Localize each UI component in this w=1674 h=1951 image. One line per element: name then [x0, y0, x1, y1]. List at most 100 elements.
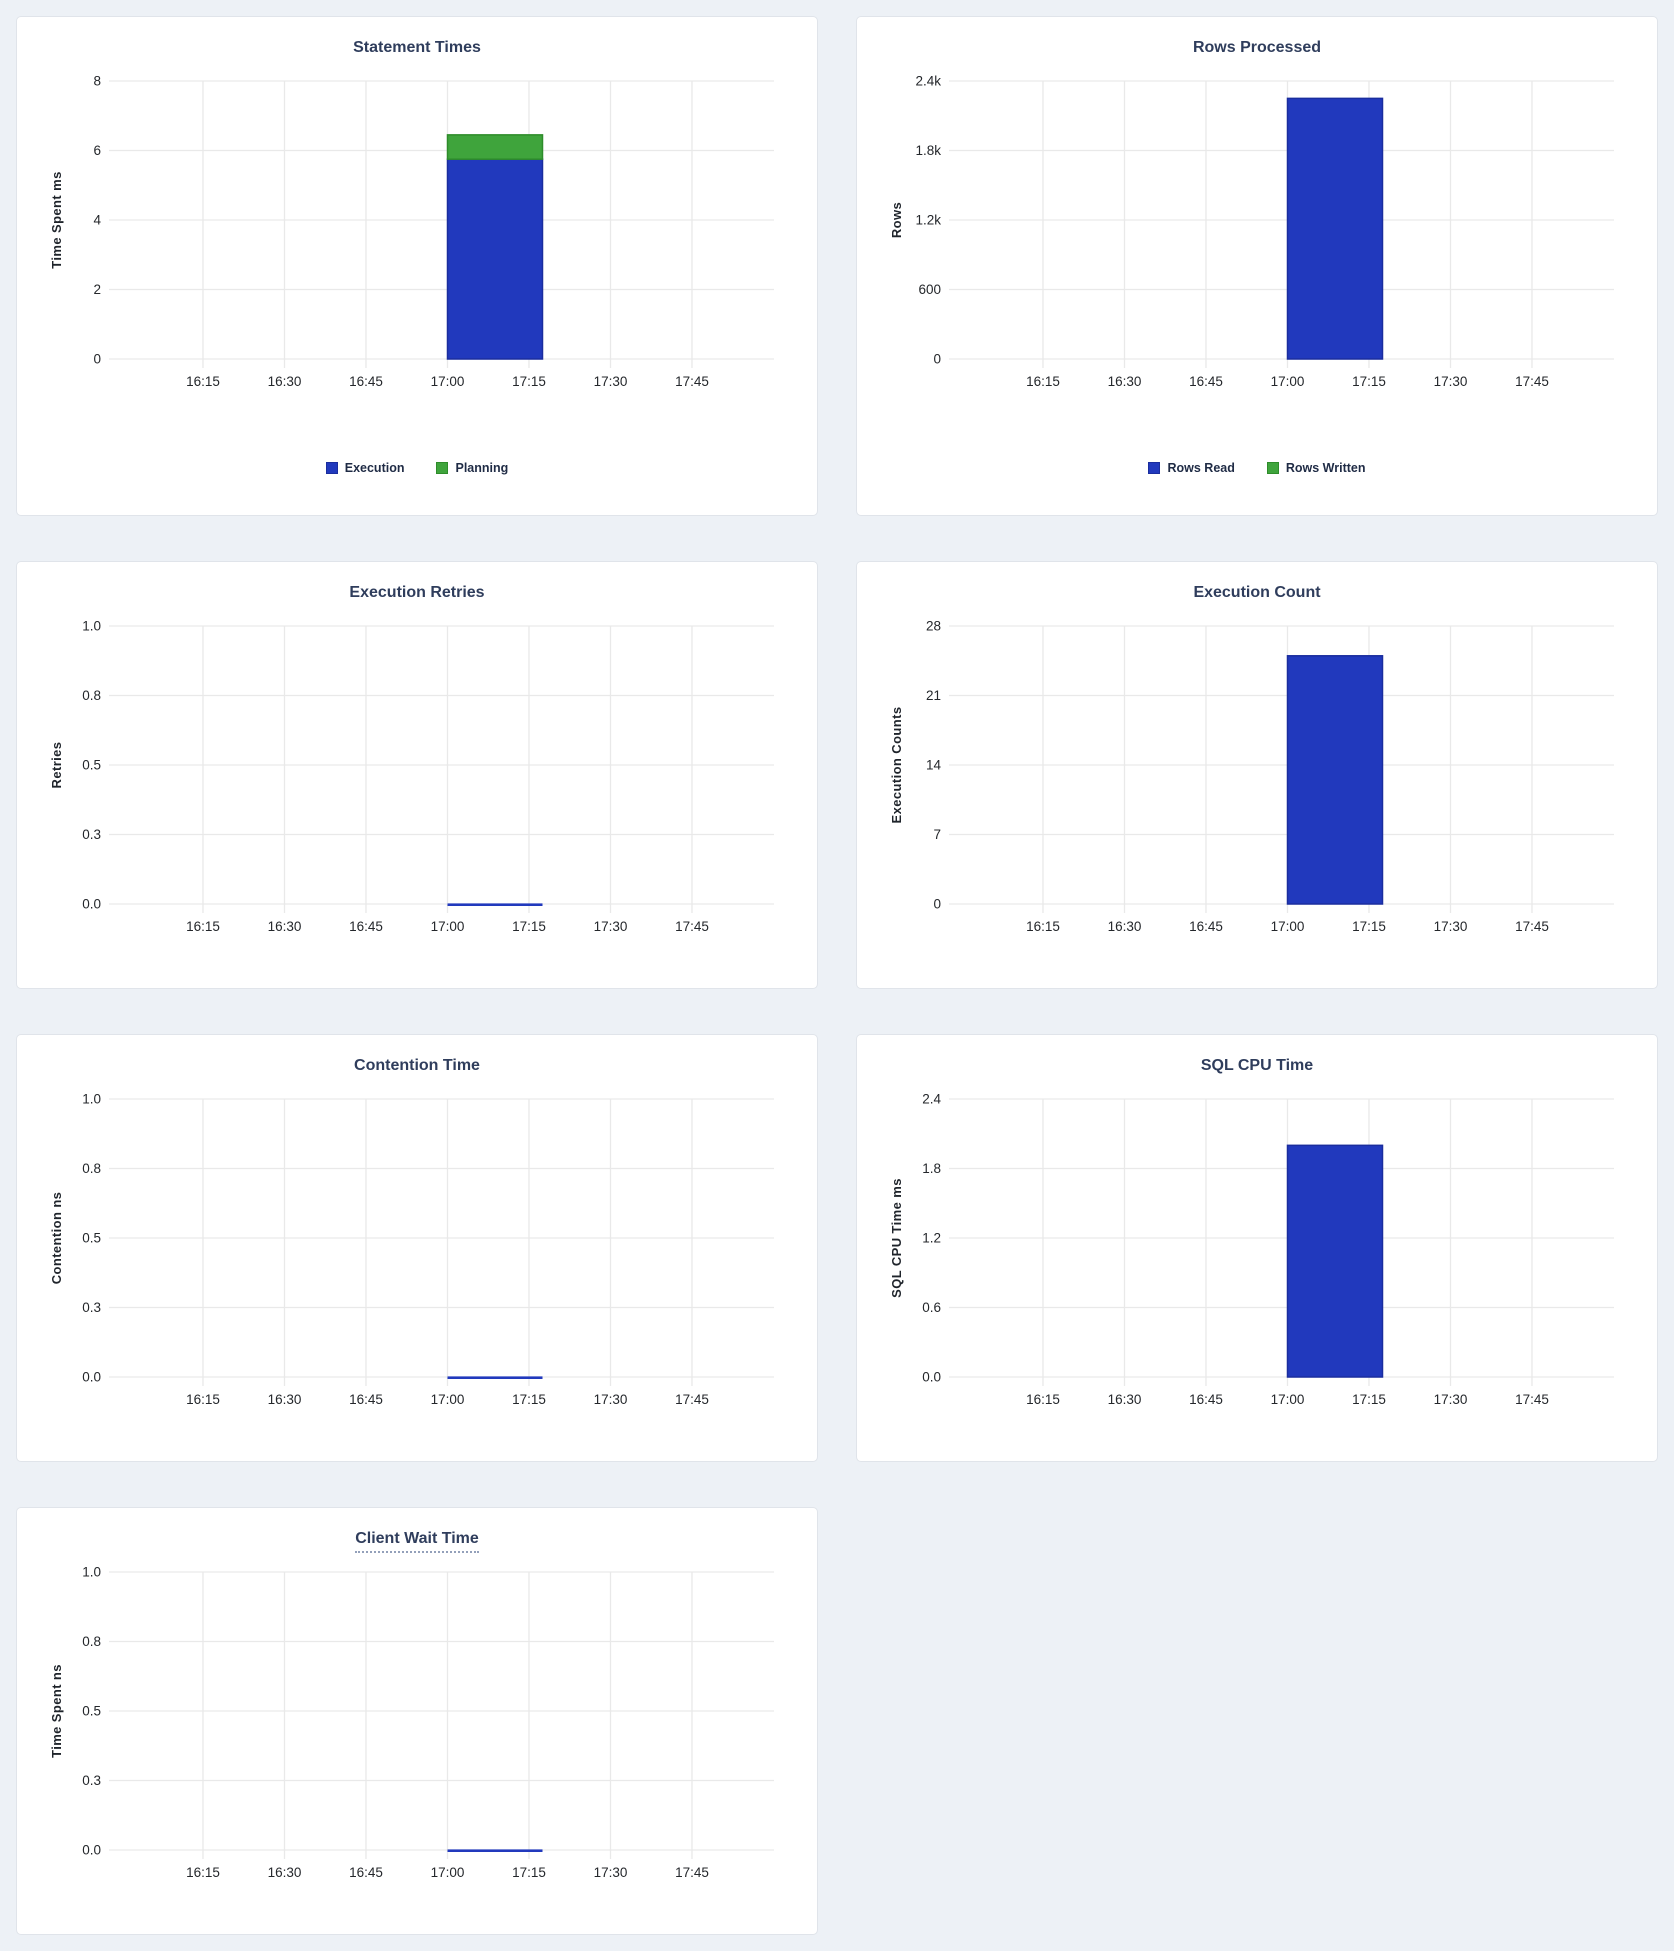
x-tick-label: 17:00: [431, 1392, 465, 1407]
x-tick-label: 16:30: [1108, 1392, 1142, 1407]
y-tick-label: 0.8: [82, 1634, 101, 1649]
x-tick-label: 16:30: [268, 1865, 302, 1880]
chart-canvas: 0.0 0.3 0.5 0.8 1.0 16:15 16:30 16:45 17:00 17:15…: [17, 1081, 817, 1421]
zero-value-line: [447, 903, 543, 906]
chart-title: Execution Count: [857, 584, 1657, 602]
chart-plot-client-wait-time: 0.0 0.3 0.5 0.8 1.0 16:15 16:30 16:45 17:00 17:15…: [49, 1565, 774, 1880]
y-tick-label: 0.3: [82, 1773, 101, 1788]
chart-title-text: Execution Retries: [349, 584, 485, 601]
y-tick-label: 8: [93, 74, 101, 89]
x-tick-label: 16:15: [1026, 1392, 1060, 1407]
y-tick-label: 1.8k: [915, 143, 941, 158]
y-tick-label: 2.4k: [915, 74, 941, 89]
y-tick-label: 600: [918, 282, 941, 297]
chart-title: Contention Time: [17, 1057, 817, 1075]
chart-card-client-wait-time: Client Wait Time 0.0 0.3 0.5 0.8 1.0 16:15 16:…: [16, 1507, 818, 1935]
bar-sql-cpu-time: [1286, 1144, 1384, 1378]
y-tick-label: 1.2: [922, 1231, 941, 1246]
x-tick-label: 17:15: [512, 919, 546, 934]
chart-title: SQL CPU Time: [857, 1057, 1657, 1075]
chart-card-execution-retries: Execution Retries 0.0 0.3 0.5 0.8 1.0 16:15 16…: [16, 561, 818, 989]
legend-swatch-blue: [1148, 462, 1161, 474]
x-tick-label: 17:15: [512, 1392, 546, 1407]
x-tick-label: 16:15: [186, 1392, 220, 1407]
x-tick-label: 17:15: [512, 1865, 546, 1880]
x-tick-label: 16:45: [1189, 919, 1223, 934]
y-tick-label: 0: [933, 897, 941, 912]
x-tick-label: 16:15: [1026, 374, 1060, 389]
x-tick-label: 16:15: [186, 919, 220, 934]
x-tick-label: 16:15: [186, 374, 220, 389]
chart-title-text: SQL CPU Time: [1200, 1057, 1314, 1074]
x-tick-label: 17:00: [1271, 919, 1305, 934]
y-tick-label: 21: [926, 688, 941, 703]
chart-title: Rows Processed: [857, 39, 1657, 57]
legend-item-rows-written: Rows Written: [1266, 461, 1366, 475]
y-tick-label: 7: [933, 827, 941, 842]
y-tick-label: 0: [93, 352, 101, 367]
chart-canvas: 0 600 1.2k 1.8k 2.4k 16:15 16:30 16:45 17:00 17:1…: [857, 63, 1657, 403]
x-tick-label: 17:30: [594, 919, 628, 934]
x-tick-label: 16:45: [349, 919, 383, 934]
y-tick-label: 1.0: [82, 1092, 101, 1107]
y-tick-label: 14: [926, 758, 942, 773]
y-tick-label: 0.6: [922, 1300, 941, 1315]
x-tick-label: 17:30: [594, 1392, 628, 1407]
x-tick-label: 16:15: [1026, 919, 1060, 934]
x-tick-label: 17:15: [512, 374, 546, 389]
x-tick-label: 17:45: [675, 1865, 709, 1880]
legend-label: Planning: [455, 461, 509, 475]
chart-title-text[interactable]: Client Wait Time: [355, 1530, 479, 1553]
chart-plot-execution-retries: 0.0 0.3 0.5 0.8 1.0 16:15 16:30 16:45 17:00 17:15…: [49, 619, 774, 934]
x-tick-label: 17:45: [675, 1392, 709, 1407]
x-tick-label: 17:15: [1352, 374, 1386, 389]
x-tick-label: 17:15: [1352, 1392, 1386, 1407]
y-tick-label: 0.3: [82, 1300, 101, 1315]
y-tick-label: 0.0: [82, 1843, 101, 1858]
y-axis-label: SQL CPU Time ms: [889, 1178, 904, 1298]
legend-label: Execution: [344, 461, 405, 475]
chart-title-text: Rows Processed: [1192, 39, 1322, 56]
bar-execution: [446, 158, 544, 360]
zero-value-line: [447, 1376, 543, 1379]
x-tick-label: 16:45: [349, 1392, 383, 1407]
chart-title-text: Contention Time: [354, 1057, 480, 1074]
x-tick-label: 16:15: [186, 1865, 220, 1880]
legend-item-planning: Planning: [436, 461, 508, 475]
chart-canvas: 0.0 0.3 0.5 0.8 1.0 16:15 16:30 16:45 17:00 17:15…: [17, 1554, 817, 1894]
chart-plot-statement-times: 0 2 4 6 8 16:15 16:30 16:45 17:00 17:15 17:30 17:45…: [49, 74, 774, 389]
y-tick-label: 0.5: [82, 1231, 101, 1246]
bar-planning: [446, 134, 544, 160]
y-tick-label: 0.5: [82, 758, 101, 773]
x-tick-label: 17:45: [675, 374, 709, 389]
legend-item-rows-read: Rows Read: [1148, 461, 1235, 475]
chart-canvas: 0.0 0.6 1.2 1.8 2.4 16:15 16:30 16:45 17:00 17:15…: [857, 1081, 1657, 1421]
y-tick-label: 0.3: [82, 827, 101, 842]
y-axis-label: Time Spent ns: [49, 1664, 64, 1758]
chart-card-rows-processed: Rows Processed 0 600 1.2k 1.8k 2.4k 16:15 16:3…: [856, 16, 1658, 516]
chart-title: Statement Times: [17, 39, 817, 57]
chart-canvas: 0 7 14 21 28 16:15 16:30 16:45 17:00 17:15 17:30 17…: [857, 608, 1657, 948]
chart-card-statement-times: Statement Times 0 2 4 6 8 16:15 16:30 16:45 17:0…: [16, 16, 818, 516]
legend-label: Rows Read: [1167, 461, 1235, 475]
x-tick-label: 16:45: [1189, 374, 1223, 389]
y-tick-label: 1.8: [922, 1161, 941, 1176]
chart-plot-rows-processed: 0 600 1.2k 1.8k 2.4k 16:15 16:30 16:45 17:00 17:1…: [889, 74, 1614, 389]
y-tick-label: 0.5: [82, 1704, 101, 1719]
y-tick-label: 2.4: [922, 1092, 941, 1107]
chart-title-text: Statement Times: [353, 39, 481, 56]
y-tick-label: 28: [926, 619, 941, 634]
chart-plot-contention-time: 0.0 0.3 0.5 0.8 1.0 16:15 16:30 16:45 17:00 17:15…: [49, 1092, 774, 1407]
x-tick-label: 17:00: [1271, 1392, 1305, 1407]
y-tick-label: 6: [93, 143, 101, 158]
y-tick-label: 1.0: [82, 619, 101, 634]
y-axis-label: Retries: [49, 742, 64, 789]
y-axis-label: Rows: [889, 202, 904, 238]
y-tick-label: 0.0: [82, 897, 101, 912]
x-tick-label: 17:30: [1434, 1392, 1468, 1407]
chart-legend: Execution Planning: [17, 461, 817, 475]
y-axis-label: Contention ns: [49, 1192, 64, 1285]
x-tick-label: 16:45: [1189, 1392, 1223, 1407]
x-tick-label: 17:00: [431, 919, 465, 934]
